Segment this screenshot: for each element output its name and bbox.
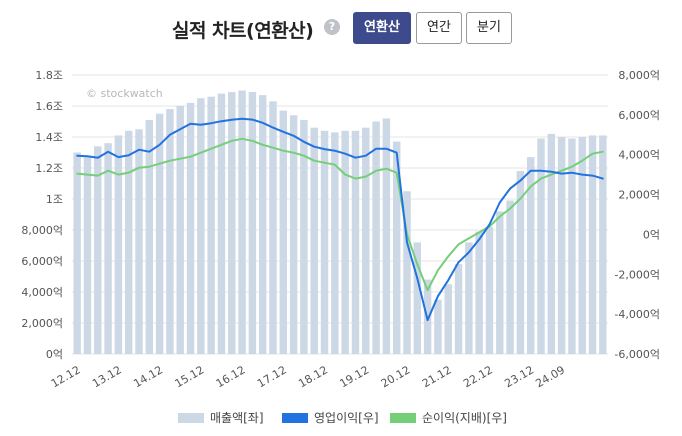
bar-sales bbox=[197, 98, 205, 354]
bar-sales bbox=[238, 90, 246, 354]
bar-sales bbox=[475, 231, 483, 354]
x-tick-label: 21.12 bbox=[420, 363, 454, 390]
y-right-tick-label: 2,000억 bbox=[618, 189, 660, 202]
bar-sales bbox=[362, 127, 370, 354]
y-right-tick-label: 6,000억 bbox=[618, 109, 660, 122]
x-tick-label: 20.12 bbox=[379, 363, 413, 390]
y-left-tick-label: 0억 bbox=[46, 348, 63, 361]
bar-sales bbox=[320, 130, 329, 354]
page-title: 실적 차트(연환산) bbox=[172, 20, 314, 42]
bar-sales bbox=[537, 138, 545, 354]
bar-sales bbox=[104, 143, 112, 354]
bar-sales bbox=[124, 130, 133, 354]
bar-sales bbox=[73, 152, 81, 354]
net-income-swatch bbox=[390, 413, 416, 423]
x-tick-label: 22.12 bbox=[461, 363, 495, 390]
y-right-tick-label: 0억 bbox=[643, 228, 660, 241]
bar-sales bbox=[444, 284, 452, 354]
tab-annualized[interactable]: 연환산 bbox=[353, 12, 411, 44]
y-left-tick-label: 6,000억 bbox=[21, 255, 63, 268]
y-left-tick-label: 1.6조 bbox=[35, 100, 63, 113]
bar-sales bbox=[351, 130, 360, 354]
x-tick-label: 18.12 bbox=[296, 363, 330, 390]
bar-sales bbox=[331, 132, 339, 354]
bar-sales bbox=[547, 133, 556, 354]
bar-sales bbox=[465, 242, 473, 354]
y-left-tick-label: 4,000억 bbox=[21, 286, 63, 299]
y-left-tick-label: 2,000억 bbox=[21, 317, 63, 330]
tab-annual[interactable]: 연간 bbox=[416, 12, 462, 44]
bar-sales bbox=[392, 141, 401, 354]
bar-sales bbox=[382, 118, 391, 355]
bar-sales bbox=[526, 157, 535, 354]
y-left-tick-label: 1조 bbox=[46, 193, 63, 206]
chart-legend: 매출액[좌] 영업이익[우] 순이익(지배)[우] bbox=[0, 410, 682, 430]
bar-sales bbox=[599, 135, 607, 354]
bar-sales bbox=[279, 110, 288, 355]
operating-profit-swatch bbox=[282, 413, 308, 423]
bar-sales bbox=[258, 95, 267, 355]
x-tick-label: 15.12 bbox=[173, 363, 207, 390]
y-left-tick-label: 1.2조 bbox=[35, 162, 63, 175]
x-tick-label: 17.12 bbox=[255, 363, 289, 390]
x-tick-label: 24.09 bbox=[533, 363, 567, 390]
bar-sales bbox=[300, 119, 308, 354]
bar-sales bbox=[94, 146, 102, 354]
bar-sales bbox=[372, 121, 380, 354]
y-left-tick-label: 1.4조 bbox=[35, 131, 63, 144]
bar-sales bbox=[186, 102, 195, 355]
bar-sales bbox=[114, 135, 123, 354]
y-left-tick-label: 8,000억 bbox=[21, 224, 63, 237]
bar-sales bbox=[506, 200, 514, 354]
bar-sales bbox=[496, 211, 504, 354]
y-right-tick-label: 4,000억 bbox=[618, 149, 660, 162]
bar-sales bbox=[145, 119, 154, 354]
bar-sales bbox=[166, 109, 174, 354]
y-left-tick-label: 1.8조 bbox=[35, 69, 63, 82]
y-right-tick-label: -6,000억 bbox=[614, 348, 660, 361]
bar-sales bbox=[83, 155, 92, 354]
bar-sales bbox=[568, 138, 576, 354]
x-tick-label: 13.12 bbox=[90, 363, 124, 390]
legend-label-sales: 매출액[좌] bbox=[210, 411, 264, 425]
y-right-tick-label: -4,000억 bbox=[614, 308, 660, 321]
legend-label-operating-profit: 영업이익[우] bbox=[314, 411, 379, 425]
bar-sales bbox=[135, 129, 143, 354]
bar-sales bbox=[310, 127, 318, 354]
bar-sales bbox=[248, 92, 257, 355]
sales-swatch bbox=[178, 413, 204, 423]
watermark: © stockwatch bbox=[86, 87, 163, 100]
x-tick-label: 23.12 bbox=[502, 363, 536, 390]
help-icon[interactable]: ? bbox=[324, 19, 340, 35]
bar-sales bbox=[578, 137, 586, 354]
x-tick-label: 16.12 bbox=[214, 363, 248, 390]
bar-sales bbox=[516, 171, 525, 354]
bar-sales bbox=[588, 135, 597, 354]
x-tick-label: 19.12 bbox=[337, 363, 371, 390]
line-net-income bbox=[76, 137, 604, 292]
bar-sales bbox=[217, 93, 226, 354]
bar-sales bbox=[341, 130, 349, 354]
line-operating-profit bbox=[76, 117, 604, 322]
bar-sales bbox=[155, 113, 164, 354]
bar-sales bbox=[557, 137, 566, 354]
x-tick-label: 12.12 bbox=[49, 363, 83, 390]
y-right-tick-label: 8,000억 bbox=[618, 69, 660, 82]
bar-sales bbox=[403, 191, 411, 354]
bar-sales bbox=[228, 92, 236, 355]
y-right-tick-label: -2,000억 bbox=[614, 268, 660, 281]
bar-sales bbox=[207, 96, 215, 354]
bar-sales bbox=[176, 106, 184, 354]
bar-sales bbox=[434, 299, 442, 354]
bar-sales bbox=[454, 264, 463, 354]
legend-label-net-income: 순이익(지배)[우] bbox=[422, 411, 507, 425]
bar-sales bbox=[485, 226, 494, 354]
x-tick-label: 14.12 bbox=[131, 363, 165, 390]
bar-sales bbox=[413, 242, 422, 354]
bar-sales bbox=[289, 115, 298, 354]
tab-quarterly[interactable]: 분기 bbox=[466, 12, 512, 44]
chart-header: 실적 차트(연환산) ? 연환산 연간 분기 bbox=[0, 12, 682, 46]
bar-sales bbox=[269, 101, 277, 354]
